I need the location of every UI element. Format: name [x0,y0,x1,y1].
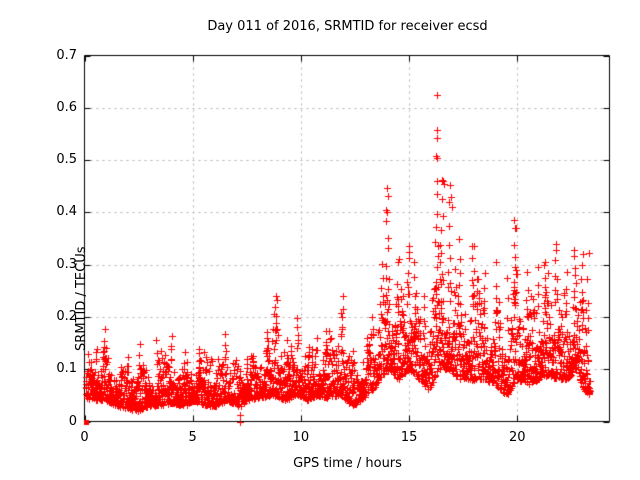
x-tick-label: 10 [292,430,310,445]
x-tick-label: 0 [80,430,89,445]
y-tick-label: 0.3 [56,256,77,272]
x-axis-label: GPS time / hours [293,456,402,471]
y-tick-label: 0 [68,413,77,429]
y-tick-label: 0.4 [56,204,77,220]
x-tick-label: 20 [509,430,526,445]
y-tick-label: 0.6 [56,99,77,115]
y-tick-label: 0.2 [56,308,77,324]
x-tick-label: 15 [400,430,418,445]
x-tick-label: 5 [188,430,197,445]
y-tick-label: 0.1 [56,361,77,377]
y-tick-label: 0.5 [56,152,77,168]
y-tick-label: 0.7 [56,47,77,63]
chart-title: Day 011 of 2016, SRMTID for receiver ecs… [207,19,488,34]
